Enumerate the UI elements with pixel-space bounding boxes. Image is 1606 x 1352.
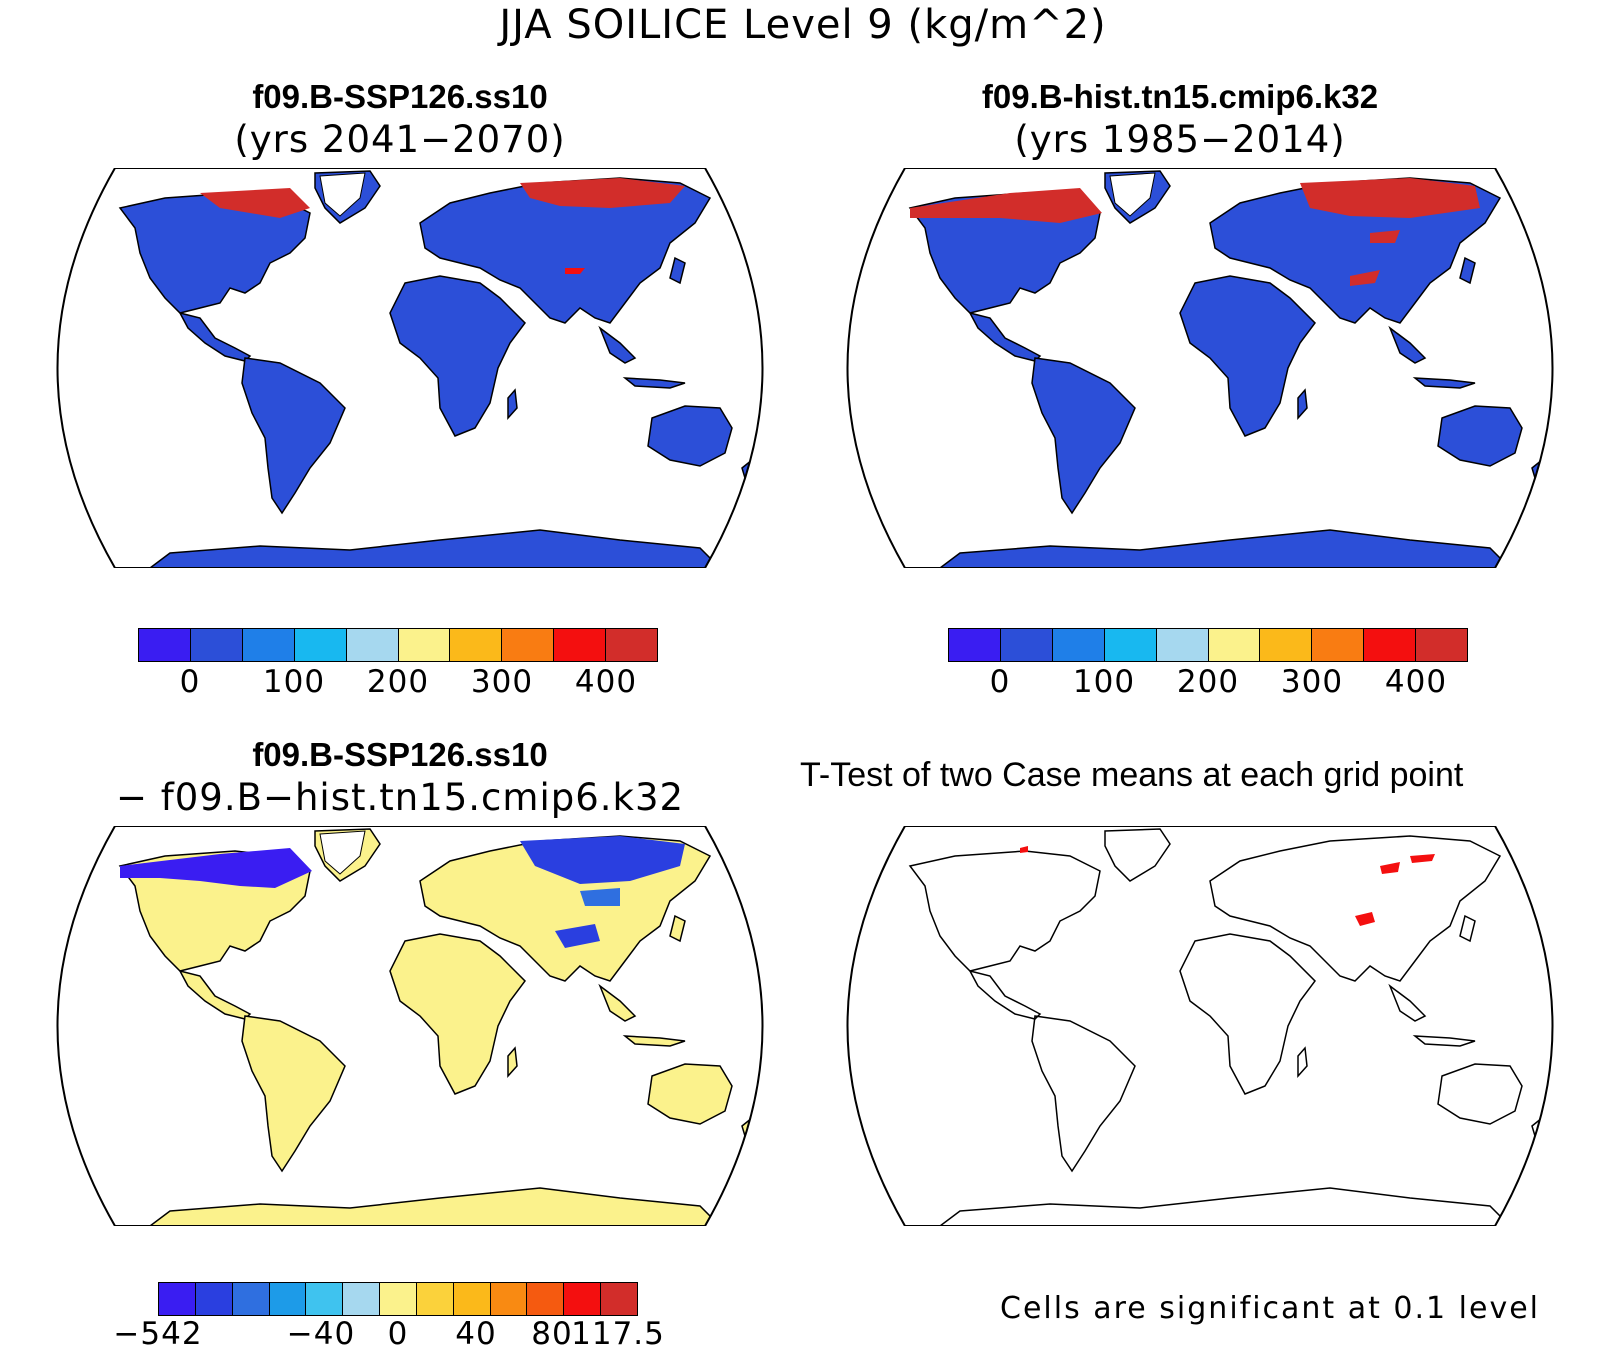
significance-note: Cells are significant at 0.1 level <box>1000 1291 1541 1326</box>
map-tr <box>846 168 1554 568</box>
map-tl <box>56 168 764 568</box>
colorbar-bl <box>158 1282 638 1316</box>
colorbar-swatch <box>294 629 347 661</box>
cbar-tl-tick: 200 <box>366 664 430 700</box>
map-bl <box>56 826 764 1226</box>
colorbar-swatch <box>139 629 191 661</box>
cbar-tl-tick: 300 <box>470 664 534 700</box>
panel-bl-case-title: f09.B-SSP126.ss10 <box>252 736 548 773</box>
panel-tr-years: (yrs 1985−2014) <box>1014 118 1346 161</box>
cbar-bl-tick: 80 <box>531 1316 573 1352</box>
colorbar-swatch <box>606 629 658 661</box>
colorbar-swatch <box>398 629 451 661</box>
colorbar-swatch <box>564 1283 602 1315</box>
colorbar-swatch <box>1000 629 1053 661</box>
cbar-bl-tick: 40 <box>455 1316 497 1352</box>
colorbar-swatch <box>1260 629 1313 661</box>
cbar-bl-tick: 0 <box>387 1316 409 1352</box>
cbar-tr-tick: 100 <box>1072 664 1136 700</box>
colorbar-swatch <box>1312 629 1365 661</box>
panel-tr-case-title: f09.B-hist.tn15.cmip6.k32 <box>981 78 1379 115</box>
colorbar-swatch <box>1364 629 1417 661</box>
colorbar-swatch <box>195 1283 233 1315</box>
colorbar-swatch <box>343 1283 381 1315</box>
main-title: JJA SOILICE Level 9 (kg/m^2) <box>499 2 1107 48</box>
cbar-tr-tick: 400 <box>1384 664 1448 700</box>
panel-tl-case-title: f09.B-SSP126.ss10 <box>252 78 548 115</box>
cbar-tl-tick: 0 <box>179 664 201 700</box>
colorbar-swatch <box>1208 629 1261 661</box>
colorbar-swatch <box>306 1283 344 1315</box>
cbar-tr-tick: 0 <box>989 664 1011 700</box>
panel-bl-minus-title: − f09.B−hist.tn15.cmip6.k32 <box>115 776 685 819</box>
colorbar-swatch <box>232 1283 270 1315</box>
colorbar-swatch <box>1104 629 1157 661</box>
colorbar-tr <box>948 628 1468 662</box>
cbar-bl-tick: −542 <box>113 1316 203 1352</box>
colorbar-swatch <box>380 1283 417 1315</box>
colorbar-swatch <box>416 1283 454 1315</box>
colorbar-swatch <box>242 629 295 661</box>
colorbar-swatch <box>159 1283 196 1315</box>
cbar-bl-tick: −40 <box>286 1316 356 1352</box>
colorbar-swatch <box>554 629 607 661</box>
colorbar-swatch <box>450 629 503 661</box>
cbar-tl-tick: 400 <box>574 664 638 700</box>
colorbar-swatch <box>1416 629 1468 661</box>
colorbar-tl <box>138 628 658 662</box>
colorbar-swatch <box>1156 629 1209 661</box>
cbar-tl-tick: 100 <box>262 664 326 700</box>
colorbar-swatch <box>527 1283 565 1315</box>
colorbar-swatch <box>1052 629 1105 661</box>
colorbar-swatch <box>190 629 243 661</box>
colorbar-swatch <box>502 629 555 661</box>
colorbar-swatch <box>601 1283 637 1315</box>
colorbar-swatch <box>346 629 399 661</box>
colorbar-swatch <box>269 1283 307 1315</box>
cbar-tr-tick: 300 <box>1280 664 1344 700</box>
panel-br-title: T-Test of two Case means at each grid po… <box>800 756 1464 794</box>
cbar-bl-tick: 117.5 <box>571 1316 665 1352</box>
colorbar-swatch <box>453 1283 491 1315</box>
colorbar-swatch <box>490 1283 528 1315</box>
map-br <box>846 826 1554 1226</box>
cbar-tr-tick: 200 <box>1176 664 1240 700</box>
panel-tl-years: (yrs 2041−2070) <box>234 118 566 161</box>
colorbar-swatch <box>949 629 1001 661</box>
